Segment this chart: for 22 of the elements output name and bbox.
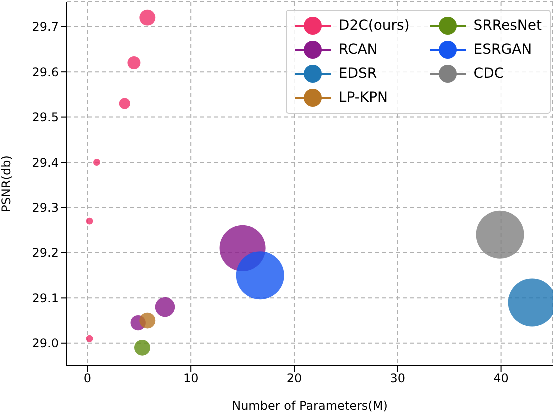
x-tick-label: 0 xyxy=(84,372,92,386)
x-tick-label: 10 xyxy=(183,372,199,386)
y-tick-label: 29.0 xyxy=(32,336,59,351)
x-axis-title: Number of Parameters(M) xyxy=(232,399,388,412)
y-tick-label: 29.4 xyxy=(32,156,59,170)
y-tick-label: 29.2 xyxy=(32,246,59,260)
x-tick-label: 30 xyxy=(390,372,406,386)
y-tick-label: 29.6 xyxy=(32,65,59,80)
legend-label: SRResNet xyxy=(474,18,542,34)
legend-label: CDC xyxy=(474,66,504,82)
legend-label: RCAN xyxy=(338,42,378,58)
legend-label: D2C(ours) xyxy=(338,18,410,34)
legend-label: ESRGAN xyxy=(474,42,532,58)
legend-label: LP-KPN xyxy=(338,90,388,106)
x-tick-label: 20 xyxy=(286,372,302,386)
y-axis-title: PSNR(db) xyxy=(0,156,14,212)
y-tick-label: 29.3 xyxy=(32,201,59,215)
y-tick-label: 29.5 xyxy=(32,110,59,125)
y-tick-label: 29.1 xyxy=(32,291,59,306)
x-tick-label: 40 xyxy=(494,372,509,386)
y-tick-label: 29.7 xyxy=(32,20,59,34)
legend-label: EDSR xyxy=(338,66,378,82)
